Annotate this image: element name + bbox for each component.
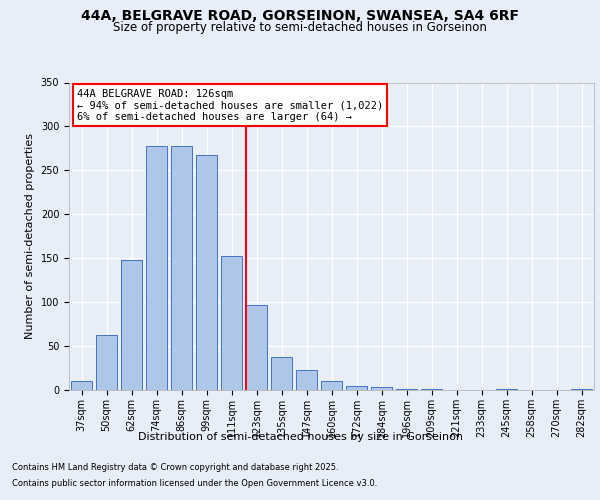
Bar xyxy=(96,334,117,390)
Bar xyxy=(571,389,592,390)
Bar xyxy=(496,389,517,390)
Text: Contains HM Land Registry data © Crown copyright and database right 2025.: Contains HM Land Registry data © Crown c… xyxy=(12,462,338,471)
Bar xyxy=(396,389,417,390)
Text: Distribution of semi-detached houses by size in Gorseinon: Distribution of semi-detached houses by … xyxy=(137,432,463,442)
Bar xyxy=(71,381,92,390)
Bar xyxy=(371,388,392,390)
Bar xyxy=(346,386,367,390)
Bar xyxy=(121,260,142,390)
Text: 44A BELGRAVE ROAD: 126sqm
← 94% of semi-detached houses are smaller (1,022)
6% o: 44A BELGRAVE ROAD: 126sqm ← 94% of semi-… xyxy=(77,88,383,122)
Y-axis label: Number of semi-detached properties: Number of semi-detached properties xyxy=(25,133,35,339)
Bar xyxy=(271,356,292,390)
Bar xyxy=(171,146,192,390)
Text: Contains public sector information licensed under the Open Government Licence v3: Contains public sector information licen… xyxy=(12,479,377,488)
Bar xyxy=(221,256,242,390)
Text: 44A, BELGRAVE ROAD, GORSEINON, SWANSEA, SA4 6RF: 44A, BELGRAVE ROAD, GORSEINON, SWANSEA, … xyxy=(81,9,519,23)
Bar xyxy=(421,389,442,390)
Bar xyxy=(146,146,167,390)
Text: Size of property relative to semi-detached houses in Gorseinon: Size of property relative to semi-detach… xyxy=(113,21,487,34)
Bar xyxy=(296,370,317,390)
Bar xyxy=(196,154,217,390)
Bar xyxy=(321,381,342,390)
Bar xyxy=(246,305,267,390)
